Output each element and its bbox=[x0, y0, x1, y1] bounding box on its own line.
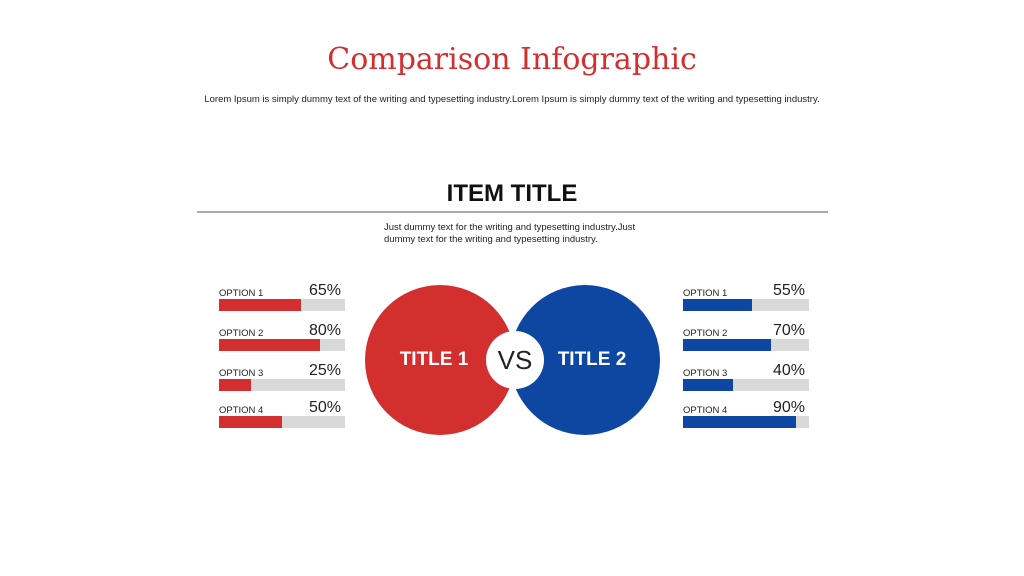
progress-track bbox=[219, 299, 345, 311]
option-percent: 90% bbox=[772, 399, 805, 416]
right-option-3: OPTION 3 40% bbox=[683, 362, 809, 398]
right-option-2: OPTION 2 70% bbox=[683, 322, 809, 358]
option-label: OPTION 1 bbox=[219, 288, 264, 299]
option-percent: 25% bbox=[308, 362, 341, 379]
option-label: OPTION 4 bbox=[683, 405, 728, 416]
option-label: OPTION 1 bbox=[683, 288, 728, 299]
progress-fill bbox=[219, 339, 320, 351]
option-label: OPTION 3 bbox=[683, 368, 728, 379]
progress-track bbox=[219, 416, 345, 428]
progress-fill bbox=[683, 299, 753, 311]
page-subtitle: Lorem Ipsum is simply dummy text of the … bbox=[204, 94, 820, 105]
option-label: OPTION 4 bbox=[219, 405, 264, 416]
left-option-3: OPTION 3 25% bbox=[219, 362, 345, 398]
option-label: OPTION 2 bbox=[219, 328, 264, 339]
progress-track bbox=[219, 339, 345, 351]
option-label: OPTION 3 bbox=[219, 368, 264, 379]
progress-fill bbox=[683, 339, 772, 351]
right-option-4: OPTION 4 90% bbox=[683, 399, 809, 435]
option-percent: 65% bbox=[308, 282, 341, 299]
progress-fill bbox=[219, 299, 301, 311]
item-title: ITEM TITLE bbox=[446, 180, 578, 207]
option-percent: 80% bbox=[308, 322, 341, 339]
left-option-4: OPTION 4 50% bbox=[219, 399, 345, 435]
progress-fill bbox=[219, 416, 282, 428]
progress-fill bbox=[683, 416, 797, 428]
option-percent: 50% bbox=[308, 399, 341, 416]
option-percent: 40% bbox=[772, 362, 805, 379]
vs-badge: VS bbox=[486, 331, 544, 389]
progress-track bbox=[683, 379, 809, 391]
progress-fill bbox=[683, 379, 734, 391]
right-option-1: OPTION 1 55% bbox=[683, 282, 809, 318]
option-label: OPTION 2 bbox=[683, 328, 728, 339]
page-title: Comparison Infographic bbox=[327, 42, 697, 77]
left-option-2: OPTION 2 80% bbox=[219, 322, 345, 358]
vs-label: VS bbox=[497, 344, 533, 375]
option-percent: 55% bbox=[772, 282, 805, 299]
progress-track bbox=[219, 379, 345, 391]
progress-fill bbox=[219, 379, 251, 391]
progress-track bbox=[683, 416, 809, 428]
title-1-label: TITLE 1 bbox=[399, 349, 469, 370]
option-percent: 70% bbox=[772, 322, 805, 339]
divider bbox=[197, 211, 828, 213]
progress-track bbox=[683, 299, 809, 311]
item-description: Just dummy text for the writing and type… bbox=[384, 222, 636, 245]
title-2-label: TITLE 2 bbox=[557, 349, 627, 370]
progress-track bbox=[683, 339, 809, 351]
left-option-1: OPTION 1 65% bbox=[219, 282, 345, 318]
